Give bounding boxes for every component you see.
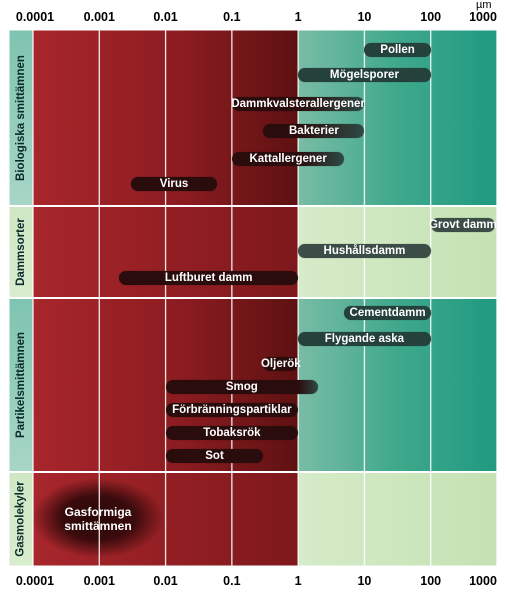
tick-label: 1 (294, 574, 302, 588)
range-bar: Mögelsporer (298, 68, 431, 82)
tick-label: 0.01 (153, 574, 178, 588)
group-label-cell (9, 206, 33, 298)
range-bar: Hushållsdamm (298, 244, 431, 258)
band-large-particles (298, 472, 497, 566)
chart-frame (8, 29, 498, 567)
group-label: Biologiska smittämnen (15, 55, 28, 181)
range-bar: Luftburet damm (119, 271, 299, 285)
tick-label: 0.001 (83, 574, 115, 588)
range-bar: Dammkvalsterallergener (231, 97, 365, 111)
range-bar: Smog (165, 380, 319, 394)
group-label-cell (9, 472, 33, 566)
tick-label: 0.0001 (15, 10, 55, 24)
tick-label: 0.01 (153, 10, 178, 24)
unit-label: µm (476, 0, 492, 11)
tick-label: 0.1 (223, 574, 241, 588)
range-bar: Kattallergener (231, 152, 345, 166)
tick-label: 10 (357, 574, 372, 588)
range-bar: Flygande aska (298, 332, 431, 346)
tick-label: 1 (294, 10, 302, 24)
range-bar: Tobaksrök (165, 426, 299, 440)
tick-label: 0.0001 (15, 574, 55, 588)
range-bar: Förbränningspartiklar (165, 403, 299, 417)
group-label-cell (9, 30, 33, 206)
range-bar: Sot (165, 449, 264, 463)
range-bar: Cementdamm (344, 306, 431, 320)
range-label: Gasformiga smittämnen (64, 505, 132, 533)
group-label: Dammsorter (15, 218, 27, 286)
group-label: Partikelsmittämnen (15, 331, 28, 439)
group-label-cell (9, 298, 33, 472)
range-bar: Pollen (364, 43, 431, 57)
range-bar: Bakterier (263, 124, 365, 138)
tick-label: 10 (357, 10, 372, 24)
tick-label: 1000 (469, 574, 497, 588)
band-large-particles (298, 30, 497, 206)
range-bar: Oljerök (260, 357, 301, 371)
tick-label: 100 (420, 574, 442, 588)
tick-label: 0.1 (223, 10, 241, 24)
tick-label: 1000 (469, 10, 497, 24)
tick-label: 0.001 (83, 10, 115, 24)
group-label: Gasmolekyler (15, 481, 27, 557)
range-bar: Virus (130, 177, 218, 191)
tick-label: 100 (420, 10, 442, 24)
gas-cloud (32, 478, 164, 558)
range-bar: Grovt damm (428, 218, 497, 232)
band-large-particles (298, 298, 497, 472)
